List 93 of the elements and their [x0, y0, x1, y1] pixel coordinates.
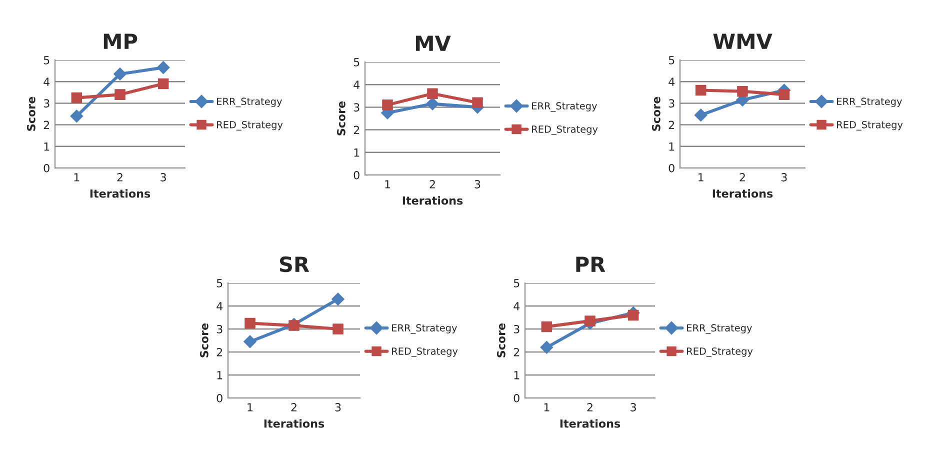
y-tick-label: 4 [354, 80, 360, 89]
legend-label: ERR_Strategy [837, 98, 902, 108]
y-tick-label: 4 [216, 302, 223, 310]
x-axis-title: Iterations [560, 419, 620, 428]
legend-label: RED_Strategy [217, 120, 283, 130]
y-tick-label: 5 [514, 279, 520, 288]
x-tick-label: 1 [248, 403, 253, 412]
chart-title: SR [280, 256, 310, 272]
y-tick-label: 3 [216, 324, 222, 334]
point [472, 97, 483, 108]
y-tick-label: 5 [216, 279, 222, 288]
x-tick-label: 3 [630, 403, 636, 412]
chart-title: MV [416, 36, 451, 51]
point [114, 89, 126, 100]
point [628, 310, 639, 321]
point [541, 321, 552, 332]
y-tick-label: 1 [217, 371, 222, 380]
y-tick-label: 1 [44, 142, 50, 151]
y-axis-title: Score [496, 323, 506, 358]
point [584, 316, 596, 326]
point [244, 335, 256, 348]
point [332, 292, 344, 306]
y-tick-label: 4 [514, 302, 520, 310]
y-tick-label: 3 [354, 103, 360, 112]
point [70, 110, 84, 123]
y-tick-label: 1 [354, 148, 360, 157]
point [244, 318, 256, 329]
y-tick-label: 2 [354, 126, 360, 134]
point [71, 92, 82, 104]
y-tick-label: 0 [668, 164, 674, 172]
x-tick-label: 1 [544, 403, 550, 412]
point [332, 324, 344, 334]
point [694, 108, 708, 122]
x-tick-label: 2 [430, 180, 435, 188]
legend-label: RED_Strategy [837, 120, 903, 130]
y-axis-title: Score [652, 96, 660, 131]
x-tick-label: 3 [160, 173, 166, 182]
y-tick-label: 5 [44, 56, 50, 64]
y-tick-label: 2 [216, 348, 222, 356]
x-axis-title: Iterations [264, 419, 324, 428]
y-tick-label: 5 [668, 56, 674, 64]
point [695, 84, 706, 96]
y-tick-label: 0 [216, 394, 222, 402]
x-tick-label: 3 [474, 180, 480, 188]
x-axis-title: Iterations [90, 189, 150, 198]
y-axis-title: Score [26, 96, 36, 131]
y-tick-label: 3 [514, 324, 520, 334]
y-tick-label: 4 [668, 78, 675, 86]
y-tick-label: 1 [514, 371, 520, 380]
y-tick-label: 0 [44, 164, 50, 172]
x-tick-label: 2 [587, 403, 592, 412]
y-tick-label: 3 [44, 99, 50, 108]
y-tick-label: 1 [669, 142, 674, 151]
point [778, 89, 790, 100]
point [288, 320, 300, 331]
x-tick-label: 3 [781, 173, 787, 182]
x-tick-label: 2 [740, 173, 745, 182]
point [427, 88, 438, 100]
x-tick-label: 1 [698, 173, 704, 182]
point [156, 61, 170, 74]
x-axis-title: Iterations [712, 189, 773, 198]
legend-label: ERR_Strategy [217, 98, 282, 108]
x-tick-label: 3 [335, 403, 341, 412]
y-tick-label: 2 [668, 120, 674, 130]
chart-title: WMV [713, 34, 772, 49]
y-tick-label: 2 [44, 120, 50, 130]
chart-title: MP [104, 34, 138, 49]
x-tick-label: 1 [385, 180, 390, 188]
point [426, 97, 439, 110]
y-tick-label: 4 [44, 78, 50, 86]
y-tick-label: 0 [354, 170, 360, 180]
y-tick-label: 5 [354, 58, 360, 66]
legend-label: RED_Strategy [687, 347, 753, 357]
point [114, 68, 126, 80]
y-axis-title: Score [200, 323, 208, 358]
chart-title: PR [576, 256, 606, 272]
x-tick-label: 2 [291, 403, 296, 412]
y-tick-label: 2 [514, 348, 520, 356]
y-tick-label: 0 [514, 394, 520, 402]
y-tick-label: 3 [668, 99, 674, 108]
legend-label: RED_Strategy [392, 347, 458, 357]
point [737, 86, 748, 97]
legend-label: ERR_Strategy [392, 324, 457, 334]
y-axis-title: Score [336, 101, 346, 136]
point [158, 78, 169, 90]
point [382, 100, 393, 110]
legend-label: ERR_Strategy [687, 324, 752, 334]
point [540, 340, 554, 354]
legend-label: RED_Strategy [532, 125, 598, 135]
x-tick-label: 1 [74, 173, 80, 182]
x-tick-label: 2 [117, 173, 122, 182]
x-axis-title: Iterations [402, 196, 463, 205]
legend-label: ERR_Strategy [532, 102, 597, 112]
